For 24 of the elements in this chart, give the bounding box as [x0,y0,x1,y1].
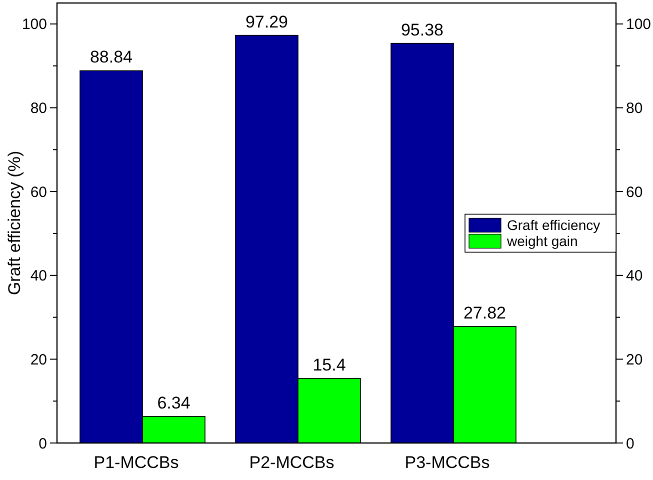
y2-tick-label: 0 [626,435,634,452]
y2-tick-label: 60 [626,184,643,201]
data-label: 95.38 [400,20,444,40]
data-label: 27.82 [463,303,506,322]
y-tick-label: 0 [38,435,47,452]
y2-tick-label: 80 [626,100,643,118]
x-tick-label: P1-MCCBs [94,453,179,472]
data-label: 6.34 [157,393,190,412]
data-label: 88.84 [90,48,133,67]
legend-label: weight gain [506,233,578,250]
y-axis-title: Graft efficiency (%) [5,150,24,296]
data-label: 15.4 [312,355,346,374]
x-tick-label: P2-MCCBs [249,453,334,472]
y2-tick-label: 40 [626,268,643,285]
y2-tick-label: 20 [626,351,643,368]
x-tick-label: P3-MCCBs [404,453,490,472]
y-tick-label: 100 [22,16,47,34]
y-tick-label: 60 [30,184,47,201]
data-label: 97.29 [245,12,288,32]
y2-tick-label: 100 [626,16,652,34]
y-tick-label: 80 [30,100,47,118]
y-tick-label: 40 [30,268,47,285]
legend-label: Graft efficiency [507,217,600,234]
y-tick-label: 20 [30,351,47,368]
